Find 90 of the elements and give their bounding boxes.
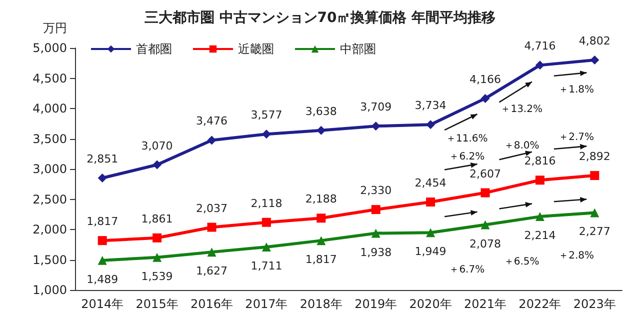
data-label: 2,188	[305, 192, 337, 206]
data-label: 1,938	[360, 246, 392, 259]
x-tick-label: 2014年	[81, 297, 124, 311]
annotation: ＋2.8%	[558, 250, 594, 262]
point	[590, 171, 600, 180]
annotation: ＋1.8%	[558, 84, 594, 96]
point	[207, 136, 216, 145]
y-tick-label: 1,500	[32, 252, 67, 267]
data-label: 1,861	[141, 212, 173, 226]
x-tick-label: 2015年	[136, 297, 178, 311]
point	[590, 55, 600, 64]
data-label: 4,802	[578, 34, 610, 48]
y-tick-label: 4,500	[32, 71, 67, 86]
data-label: 2,454	[414, 176, 446, 190]
point	[590, 208, 600, 218]
point	[426, 120, 436, 130]
point	[262, 242, 271, 252]
data-label: 4,716	[524, 40, 556, 53]
annotation: ＋6.7%	[449, 264, 485, 276]
point	[316, 236, 326, 246]
point	[152, 233, 162, 242]
x-tick-label: 2017年	[245, 297, 288, 311]
point	[152, 160, 162, 170]
legend-label: 近畿圏	[238, 42, 274, 56]
data-label: 1,711	[250, 259, 282, 272]
legend-label: 首都圏	[136, 42, 172, 56]
data-label: 2,607	[470, 167, 501, 180]
point	[535, 176, 544, 185]
point	[207, 248, 216, 257]
point	[152, 252, 162, 262]
y-tick-label: 4,000	[32, 102, 67, 116]
x-tick-label: 2018年	[300, 297, 342, 311]
point	[98, 256, 107, 265]
data-label: 2,078	[470, 237, 501, 250]
data-label: 2,816	[524, 154, 556, 168]
annotation: ＋2.7%	[558, 132, 594, 143]
x-tick-label: 2023年	[573, 297, 616, 311]
point	[316, 214, 326, 223]
x-tick-label: 2020年	[409, 297, 452, 311]
y-tick-label: 2,000	[32, 222, 67, 236]
annotation: ＋6.5%	[504, 256, 540, 268]
point	[480, 220, 490, 230]
y-tick-label: 3,500	[32, 132, 67, 146]
annotation: ＋8.0%	[504, 140, 540, 152]
y-tick-label: 2,500	[32, 192, 67, 206]
x-tick-label: 2021年	[464, 297, 507, 311]
data-label: 3,577	[250, 108, 282, 122]
data-label: 2,330	[360, 184, 392, 198]
x-tick-label: 2016年	[190, 297, 234, 311]
point	[480, 94, 490, 103]
data-label: 3,734	[414, 99, 446, 112]
point	[535, 60, 544, 70]
y-axis-title: 万円	[43, 21, 67, 35]
point	[262, 218, 271, 227]
data-label: 2,277	[578, 225, 610, 238]
data-label: 3,638	[305, 104, 337, 118]
data-label: 1,817	[86, 215, 118, 228]
data-label: 2,851	[86, 152, 118, 166]
point	[535, 212, 544, 222]
data-label: 2,892	[578, 150, 610, 164]
point	[426, 228, 436, 238]
data-label: 2,214	[524, 229, 556, 242]
data-label: 1,489	[86, 272, 118, 286]
point	[480, 188, 490, 198]
point	[207, 222, 216, 232]
data-label: 2,037	[196, 202, 228, 215]
annotation: ＋6.2%	[449, 151, 485, 162]
x-tick-label: 2019年	[354, 297, 398, 311]
annotation: ＋11.6%	[446, 134, 488, 145]
data-label: 1,949	[414, 245, 446, 258]
point	[371, 205, 380, 214]
data-label: 4,166	[470, 72, 501, 86]
point	[371, 228, 380, 238]
data-label: 1,627	[196, 264, 228, 278]
y-tick-label: 5,000	[32, 41, 67, 55]
data-label: 3,476	[196, 114, 228, 128]
data-label: 3,709	[360, 100, 392, 114]
chart-title: 三大都市圏 中古マンション70㎡換算価格 年間平均推移	[144, 9, 496, 26]
y-tick-label: 3,000	[32, 162, 67, 176]
point	[426, 198, 436, 207]
point	[98, 174, 107, 183]
point	[98, 236, 107, 246]
data-label: 2,118	[250, 196, 282, 210]
x-tick-label: 2022年	[518, 297, 562, 311]
y-tick-label: 1,000	[32, 283, 67, 297]
legend-label: 中部圏	[340, 42, 376, 56]
data-label: 1,539	[141, 270, 173, 283]
data-label: 3,070	[141, 139, 173, 152]
data-label: 1,817	[305, 253, 337, 266]
annotation: ＋13.2%	[500, 104, 542, 115]
